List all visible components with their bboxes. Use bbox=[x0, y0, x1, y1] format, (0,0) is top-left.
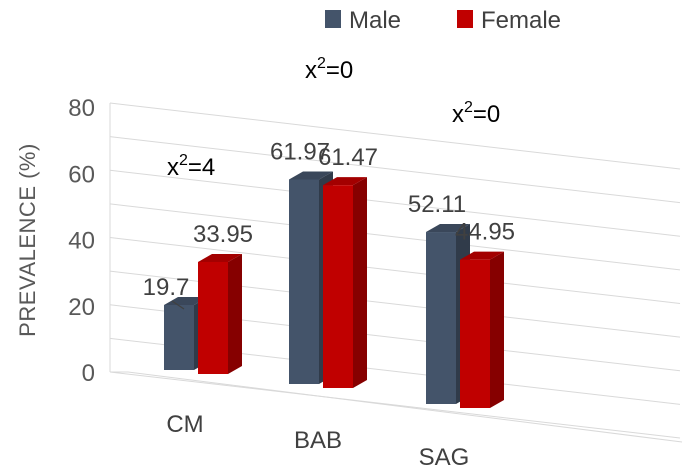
bar-top bbox=[426, 224, 470, 233]
data-label-leader bbox=[171, 300, 185, 310]
bar-female-cm bbox=[198, 253, 242, 374]
data-label-male-cm: 19.7 bbox=[143, 274, 190, 301]
legend-swatch bbox=[457, 10, 473, 28]
bar-side bbox=[228, 253, 242, 374]
category-labels: CM BAB SAG bbox=[166, 411, 469, 471]
y-axis-ticks: 0 20 40 60 80 bbox=[68, 95, 95, 387]
gridline bbox=[109, 371, 681, 439]
data-label-female-bab: 61.47 bbox=[318, 144, 378, 171]
legend-swatch bbox=[325, 10, 341, 28]
chi-square-annotation-sag: x2=0 bbox=[452, 99, 500, 128]
y-tick-label: 20 bbox=[68, 294, 95, 321]
gridline bbox=[109, 169, 681, 237]
y-tick-label: 80 bbox=[68, 95, 95, 122]
bar-front bbox=[323, 185, 353, 388]
bar-top bbox=[323, 177, 367, 186]
data-label-female-cm: 33.95 bbox=[193, 221, 253, 248]
gridline bbox=[109, 203, 681, 271]
gridline bbox=[109, 102, 681, 170]
y-tick-label: 60 bbox=[68, 161, 95, 188]
chi-square-annotation-cm: x2=4 bbox=[167, 152, 215, 181]
bar-front bbox=[426, 232, 456, 404]
annotations: x2=4 x2=0 x2=0 bbox=[167, 55, 500, 181]
bar-side bbox=[490, 251, 504, 408]
legend-label: Male bbox=[349, 7, 401, 34]
data-label-female-sag: 44.95 bbox=[455, 219, 515, 246]
y-tick-label: 40 bbox=[68, 228, 95, 255]
bar-side bbox=[353, 177, 367, 388]
bar-female-sag bbox=[460, 251, 504, 408]
bar-top bbox=[289, 171, 333, 180]
bar-front bbox=[460, 259, 490, 408]
bar-female-bab bbox=[323, 177, 367, 388]
category-label-bab: BAB bbox=[294, 427, 342, 454]
bar-front bbox=[289, 179, 319, 384]
bar-front bbox=[164, 304, 194, 370]
y-tick-label: 0 bbox=[82, 360, 95, 387]
gridline bbox=[109, 136, 681, 204]
bar-top bbox=[460, 251, 504, 260]
legend: Male Female bbox=[325, 7, 561, 34]
floor-front-edge bbox=[127, 371, 683, 443]
bar-top bbox=[198, 253, 242, 262]
legend-label: Female bbox=[481, 7, 561, 34]
legend-item-male: Male bbox=[325, 7, 401, 34]
y-axis-title: PREVALENCE (%) bbox=[15, 143, 40, 337]
data-label-male-sag: 52.11 bbox=[408, 191, 466, 218]
category-label-sag: SAG bbox=[419, 444, 470, 471]
data-label-male-bab: 61.97 bbox=[270, 138, 330, 165]
legend-item-female: Female bbox=[457, 7, 561, 34]
bar-front bbox=[198, 261, 228, 374]
category-label-cm: CM bbox=[166, 411, 203, 438]
chi-square-annotation-bab: x2=0 bbox=[305, 55, 353, 84]
bars bbox=[164, 171, 504, 408]
gridline bbox=[109, 237, 681, 304]
